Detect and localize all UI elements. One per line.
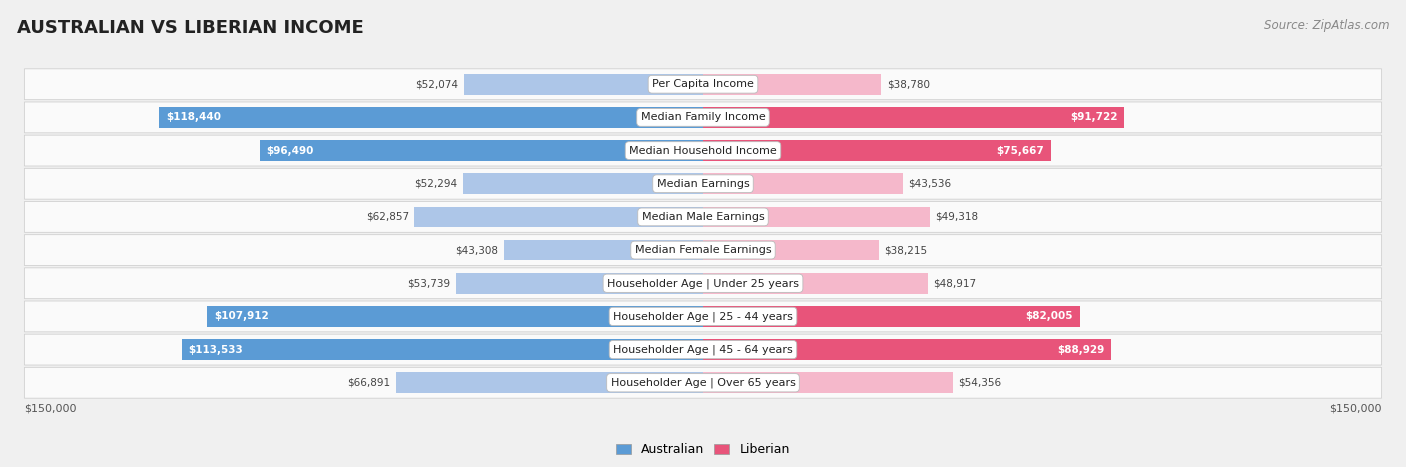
Text: $82,005: $82,005 [1025, 311, 1073, 321]
Text: $62,857: $62,857 [366, 212, 409, 222]
Text: Householder Age | Under 25 years: Householder Age | Under 25 years [607, 278, 799, 289]
Text: $43,536: $43,536 [908, 179, 952, 189]
Text: Median Male Earnings: Median Male Earnings [641, 212, 765, 222]
FancyBboxPatch shape [24, 135, 1382, 166]
Text: Householder Age | 45 - 64 years: Householder Age | 45 - 64 years [613, 344, 793, 355]
Text: Per Capita Income: Per Capita Income [652, 79, 754, 89]
Bar [464, 74, 703, 94]
Bar [703, 74, 882, 94]
Bar [395, 373, 703, 393]
Text: Median Household Income: Median Household Income [628, 146, 778, 156]
Text: $75,667: $75,667 [995, 146, 1043, 156]
Bar [159, 107, 703, 127]
Bar [703, 107, 1125, 127]
Legend: Australian, Liberian: Australian, Liberian [612, 439, 794, 461]
FancyBboxPatch shape [24, 301, 1382, 332]
Text: $54,356: $54,356 [957, 378, 1001, 388]
Text: Median Female Earnings: Median Female Earnings [634, 245, 772, 255]
Text: $88,929: $88,929 [1057, 345, 1105, 354]
Text: $150,000: $150,000 [1329, 403, 1382, 414]
Text: $53,739: $53,739 [408, 278, 451, 288]
Bar [463, 173, 703, 194]
Text: $38,215: $38,215 [884, 245, 927, 255]
FancyBboxPatch shape [24, 334, 1382, 365]
Text: $52,294: $52,294 [415, 179, 457, 189]
FancyBboxPatch shape [24, 69, 1382, 99]
Text: Source: ZipAtlas.com: Source: ZipAtlas.com [1264, 19, 1389, 32]
Bar [703, 173, 903, 194]
Bar [703, 140, 1050, 161]
Text: $43,308: $43,308 [456, 245, 499, 255]
Bar [703, 306, 1080, 327]
Bar [456, 273, 703, 294]
Bar [260, 140, 703, 161]
Text: Householder Age | Over 65 years: Householder Age | Over 65 years [610, 377, 796, 388]
Text: $118,440: $118,440 [166, 113, 221, 122]
Text: $91,722: $91,722 [1070, 113, 1118, 122]
Text: $66,891: $66,891 [347, 378, 391, 388]
Bar [207, 306, 703, 327]
Text: Householder Age | 25 - 44 years: Householder Age | 25 - 44 years [613, 311, 793, 322]
Bar [703, 240, 879, 261]
Bar [181, 340, 703, 360]
FancyBboxPatch shape [24, 234, 1382, 266]
Text: $38,780: $38,780 [887, 79, 929, 89]
Bar [703, 340, 1112, 360]
Text: $107,912: $107,912 [214, 311, 269, 321]
Bar [505, 240, 703, 261]
FancyBboxPatch shape [24, 102, 1382, 133]
Text: $48,917: $48,917 [934, 278, 976, 288]
FancyBboxPatch shape [24, 368, 1382, 398]
Bar [703, 206, 929, 227]
Bar [703, 273, 928, 294]
Text: Median Family Income: Median Family Income [641, 113, 765, 122]
Bar [703, 373, 953, 393]
FancyBboxPatch shape [24, 268, 1382, 299]
Text: AUSTRALIAN VS LIBERIAN INCOME: AUSTRALIAN VS LIBERIAN INCOME [17, 19, 364, 37]
FancyBboxPatch shape [24, 168, 1382, 199]
Text: $52,074: $52,074 [415, 79, 458, 89]
Text: $113,533: $113,533 [188, 345, 243, 354]
Text: Median Earnings: Median Earnings [657, 179, 749, 189]
FancyBboxPatch shape [24, 201, 1382, 233]
Text: $96,490: $96,490 [267, 146, 314, 156]
Text: $49,318: $49,318 [935, 212, 979, 222]
Text: $150,000: $150,000 [24, 403, 77, 414]
Bar [415, 206, 703, 227]
